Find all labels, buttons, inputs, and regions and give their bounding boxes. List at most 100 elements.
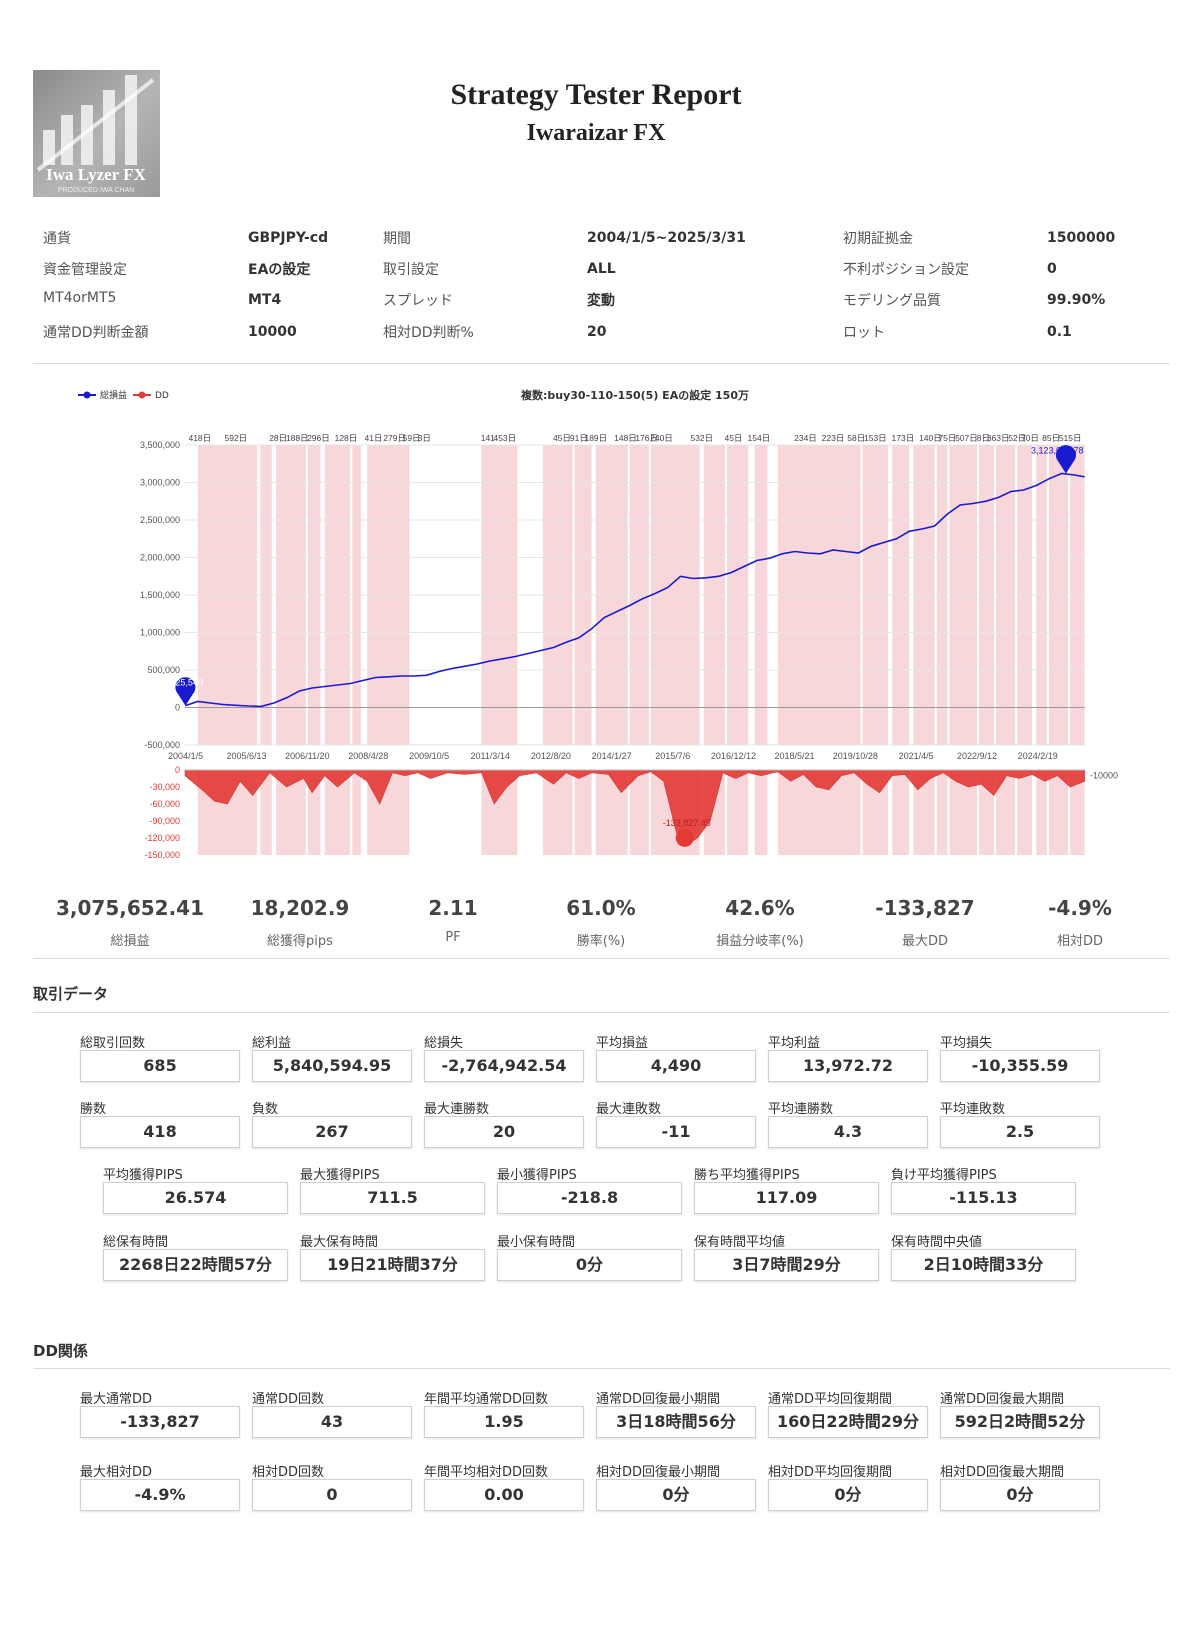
legend-marker bbox=[83, 391, 91, 399]
stat-label: 最大通常DD bbox=[80, 1392, 153, 1407]
stat-label: 最大保有時間 bbox=[300, 1235, 379, 1250]
stat-box: 勝ち平均獲得PIPS 117.09 bbox=[694, 1164, 879, 1214]
x-tick-label: 2011/3/14 bbox=[470, 751, 509, 761]
stat-value: 3日18時間56分 bbox=[596, 1406, 756, 1438]
stat-value: 0 bbox=[252, 1479, 412, 1511]
kpi-value: 3,075,652.41 bbox=[55, 896, 205, 920]
setting-value: 変動 bbox=[587, 293, 615, 309]
stat-box: 総保有時間 2268日22時間57分 bbox=[103, 1231, 288, 1281]
stat-box: 最大連敗数 -11 bbox=[596, 1098, 756, 1148]
stat-label: 勝ち平均獲得PIPS bbox=[694, 1168, 800, 1183]
dd-period-label: 592日 bbox=[224, 433, 247, 443]
stat-label: 平均損益 bbox=[596, 1036, 649, 1051]
equity-annotation: 3,123,028.78 bbox=[1031, 446, 1084, 456]
dd-threshold-label: -10000 bbox=[1090, 771, 1118, 781]
equity-dd-chart: 3,500,000 3,000,000 2,500,000 2,000,000 1,50… bbox=[78, 388, 1118, 860]
y-tick-label: 3,500,000 bbox=[140, 440, 180, 450]
setting-value: MT4 bbox=[248, 292, 282, 308]
dd-period-band bbox=[777, 770, 797, 855]
stat-value: 13,972.72 bbox=[768, 1050, 928, 1082]
dd-period-band bbox=[754, 770, 768, 855]
stat-label: 相対DD回復最小期間 bbox=[596, 1465, 721, 1480]
stat-value: 160日22時間29分 bbox=[768, 1406, 928, 1438]
dd-period-label: 453日 bbox=[493, 433, 516, 443]
stat-label: 最小獲得PIPS bbox=[497, 1168, 577, 1183]
dd-period-band bbox=[260, 770, 272, 855]
x-tick-label: 2012/8/20 bbox=[531, 751, 571, 761]
stat-value: -10,355.59 bbox=[940, 1050, 1100, 1082]
stat-value: -115.13 bbox=[891, 1182, 1076, 1214]
stat-label: 通常DD平均回復期間 bbox=[768, 1392, 893, 1407]
dd-period-label: 85日 bbox=[1042, 433, 1060, 443]
x-tick-label: 2018/5/21 bbox=[774, 751, 814, 761]
logo-graphic: Iwa Lyzer FX PRODUCED IWA CHAN bbox=[36, 75, 155, 194]
dd-y-tick-label: -60,000 bbox=[149, 799, 180, 809]
stat-value: -2,764,942.54 bbox=[424, 1050, 584, 1082]
report-title: Strategy Tester Report bbox=[450, 78, 742, 111]
kpi-value: -4.9% bbox=[1048, 896, 1112, 920]
dd-period-label: 140日 bbox=[919, 433, 942, 443]
dd-y-tick-label: -150,000 bbox=[144, 850, 180, 860]
x-tick-label: 2016/12/12 bbox=[711, 751, 756, 761]
stat-label: 負数 bbox=[252, 1102, 279, 1117]
setting-value: 99.90% bbox=[1047, 292, 1106, 308]
dd-period-label: 41日 bbox=[364, 433, 382, 443]
dd-period-label: 154日 bbox=[748, 433, 771, 443]
stat-label: 平均連敗数 bbox=[940, 1102, 1006, 1117]
stat-label: 年間平均通常DD回数 bbox=[424, 1392, 549, 1407]
kpi-max-dd: -133,827 最大DD bbox=[840, 896, 1010, 949]
stat-label: 総損失 bbox=[424, 1036, 464, 1051]
setting-label: モデリング品質 bbox=[843, 293, 941, 309]
stat-value: 685 bbox=[80, 1050, 240, 1082]
kpi-value: 18,202.9 bbox=[250, 896, 350, 920]
stat-box: 通常DD回数 43 bbox=[252, 1388, 412, 1438]
stat-label: 平均連勝数 bbox=[768, 1102, 834, 1117]
stat-value: 4.3 bbox=[768, 1116, 928, 1148]
kpi-breakeven-rate: 42.6% 損益分岐率(%) bbox=[675, 896, 845, 949]
dd-period-label: 173日 bbox=[892, 433, 915, 443]
logo: Iwa Lyzer FX PRODUCED IWA CHAN bbox=[33, 70, 160, 197]
divider bbox=[33, 1368, 1170, 1369]
dd-period-label: 8日 bbox=[977, 433, 990, 443]
legend-label: DD bbox=[155, 391, 169, 401]
setting-value: ALL bbox=[587, 261, 616, 277]
dd-period-label: 52日 bbox=[1008, 433, 1026, 443]
stat-label: 通常DD回復最小期間 bbox=[596, 1392, 721, 1407]
stat-box: 最大通常DD -133,827 bbox=[80, 1388, 240, 1438]
dd-period-label: 28日 bbox=[269, 433, 287, 443]
y-tick-label: 0 bbox=[175, 703, 180, 713]
stat-box: 最小保有時間 0分 bbox=[497, 1231, 682, 1281]
dd-period-band bbox=[936, 770, 948, 855]
stat-label: 総取引回数 bbox=[80, 1036, 146, 1051]
settings-row: MT4orMT5 MT4 スプレッド 変動 モデリング品質 99.90% bbox=[43, 290, 1173, 320]
legend-label: 総損益 bbox=[100, 389, 127, 401]
x-tick-label: 2008/4/28 bbox=[348, 751, 388, 761]
y-tick-label: 2,000,000 bbox=[140, 553, 180, 563]
stat-value: 1.95 bbox=[424, 1406, 584, 1438]
stat-box: 相対DD回数 0 bbox=[252, 1461, 412, 1511]
dd-period-label: 45日 bbox=[724, 433, 742, 443]
stat-box: 通常DD平均回復期間 160日22時間29分 bbox=[768, 1388, 928, 1438]
stat-box: 平均連敗数 2.5 bbox=[940, 1098, 1100, 1148]
stat-label: 保有時間平均値 bbox=[694, 1235, 786, 1250]
stat-value: -133,827 bbox=[80, 1406, 240, 1438]
stat-value: 592日2時間52分 bbox=[940, 1406, 1100, 1438]
dd-period-label: 188日 bbox=[286, 433, 309, 443]
setting-label: 通貨 bbox=[43, 231, 71, 247]
dd-period-label: 176日 bbox=[635, 433, 658, 443]
dd-period-label: 418日 bbox=[188, 433, 211, 443]
dd-period-label: 141 bbox=[481, 433, 495, 443]
section-title-trade: 取引データ bbox=[33, 985, 109, 1003]
stat-value: 0分 bbox=[768, 1479, 928, 1511]
kpi-label: 損益分岐率(%) bbox=[716, 934, 804, 949]
dd-period-label: 70日 bbox=[1021, 433, 1039, 443]
dd-period-label: 128日 bbox=[335, 433, 358, 443]
x-tick-label: 2009/10/5 bbox=[409, 751, 449, 761]
equity-marker bbox=[1055, 445, 1076, 474]
stat-value: 43 bbox=[252, 1406, 412, 1438]
kpi-pf: 2.11 PF bbox=[368, 896, 538, 945]
dd-period-band bbox=[892, 770, 910, 855]
stat-box: 平均連勝数 4.3 bbox=[768, 1098, 928, 1148]
x-tick-label: 2004/1/5 bbox=[168, 751, 203, 761]
stat-box: 平均損益 4,490 bbox=[596, 1032, 756, 1082]
